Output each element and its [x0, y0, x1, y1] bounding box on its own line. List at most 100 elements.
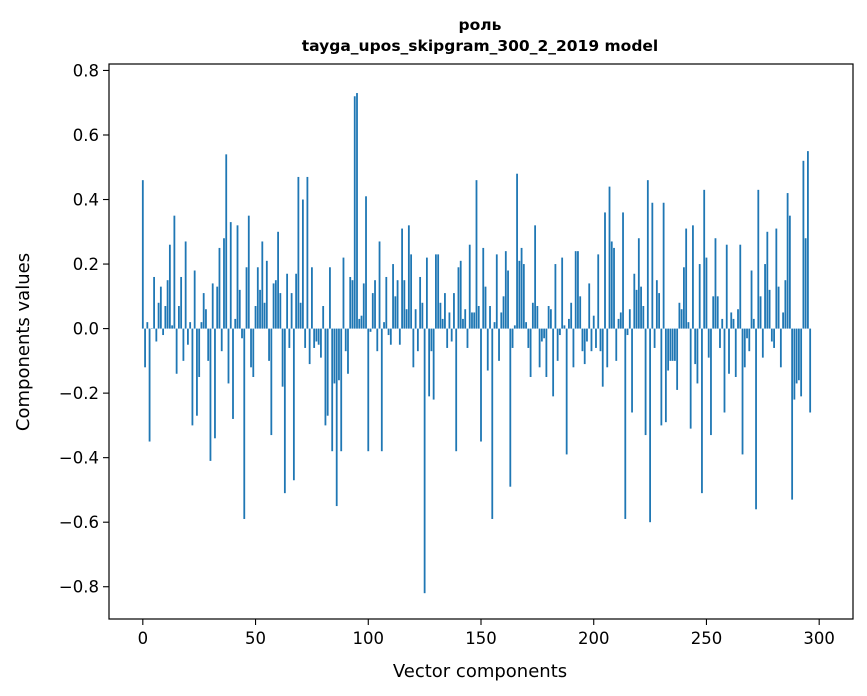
bar	[498, 328, 500, 361]
bar	[759, 296, 762, 329]
bar	[281, 328, 284, 387]
bar	[340, 328, 343, 452]
bar	[365, 196, 367, 329]
bar	[631, 328, 633, 413]
bar	[450, 328, 453, 342]
bar	[304, 328, 307, 348]
bar	[516, 173, 518, 329]
bar	[279, 293, 282, 329]
bar	[615, 328, 618, 361]
y-axis-label: Components values	[13, 253, 34, 431]
bar	[153, 276, 155, 329]
bar	[189, 322, 192, 329]
bar	[419, 276, 422, 329]
bar	[216, 286, 219, 329]
bar	[173, 215, 176, 329]
bar	[678, 302, 681, 329]
bar	[662, 202, 665, 329]
y-tick-label: 0.6	[73, 126, 99, 145]
bar	[737, 309, 739, 329]
bar	[475, 180, 478, 329]
bar	[306, 176, 309, 329]
bar	[518, 260, 521, 329]
bar	[640, 286, 642, 329]
bar	[685, 228, 688, 329]
bar	[710, 328, 712, 436]
bar	[586, 328, 588, 342]
bar	[716, 296, 719, 329]
bar	[606, 328, 609, 368]
bar	[214, 328, 216, 439]
bar	[468, 244, 471, 329]
bar	[288, 328, 291, 348]
bar	[378, 241, 381, 329]
bar	[613, 247, 615, 329]
bar	[471, 312, 473, 329]
bar	[376, 328, 379, 352]
bar	[723, 328, 726, 413]
bar	[268, 328, 270, 361]
bar	[164, 306, 167, 329]
bar	[338, 328, 340, 381]
bar	[547, 306, 550, 329]
bar	[660, 328, 663, 426]
bar	[387, 328, 390, 336]
bar	[177, 306, 180, 329]
bar	[655, 280, 658, 329]
bar	[407, 225, 410, 329]
bar	[624, 328, 627, 519]
bar	[588, 283, 591, 329]
bar	[486, 328, 489, 371]
bar	[202, 293, 205, 329]
bar	[437, 254, 440, 329]
bar	[728, 328, 730, 374]
bar	[473, 312, 476, 329]
bar	[371, 293, 374, 329]
bar	[401, 228, 403, 329]
bar	[743, 328, 746, 368]
bar	[559, 328, 561, 336]
bar	[595, 328, 597, 348]
bar	[360, 315, 363, 329]
x-axis-ticks: 0 50 100 150 200 250 300	[138, 619, 835, 648]
bar	[191, 328, 194, 426]
bar	[466, 328, 469, 348]
bar	[272, 283, 275, 329]
bar	[435, 254, 437, 329]
bar	[331, 328, 334, 452]
bar	[651, 202, 654, 329]
bar	[511, 328, 514, 348]
bar	[301, 199, 304, 329]
y-tick-label: 0.4	[73, 191, 99, 210]
bar	[561, 257, 564, 329]
bar	[155, 328, 158, 342]
bar	[464, 309, 467, 329]
bar	[669, 328, 672, 361]
bar	[428, 328, 431, 397]
bar	[703, 189, 706, 329]
bar	[522, 264, 525, 329]
bar	[209, 328, 212, 461]
bar	[626, 328, 629, 336]
bar	[590, 328, 593, 352]
bar	[719, 328, 721, 348]
bar	[225, 154, 228, 329]
bar	[416, 328, 419, 352]
bar	[245, 267, 248, 329]
bar	[779, 328, 782, 368]
bar	[423, 328, 426, 594]
bar	[773, 328, 775, 348]
bar	[741, 328, 744, 455]
bar	[714, 238, 717, 329]
bar	[311, 267, 313, 329]
bar	[579, 296, 582, 329]
bar	[459, 260, 462, 329]
bar	[764, 264, 766, 329]
bar	[683, 267, 685, 329]
bar	[536, 306, 539, 329]
bar	[344, 328, 347, 352]
bar	[200, 322, 203, 329]
bar	[256, 267, 259, 329]
bar	[299, 302, 302, 329]
bar	[644, 328, 647, 436]
